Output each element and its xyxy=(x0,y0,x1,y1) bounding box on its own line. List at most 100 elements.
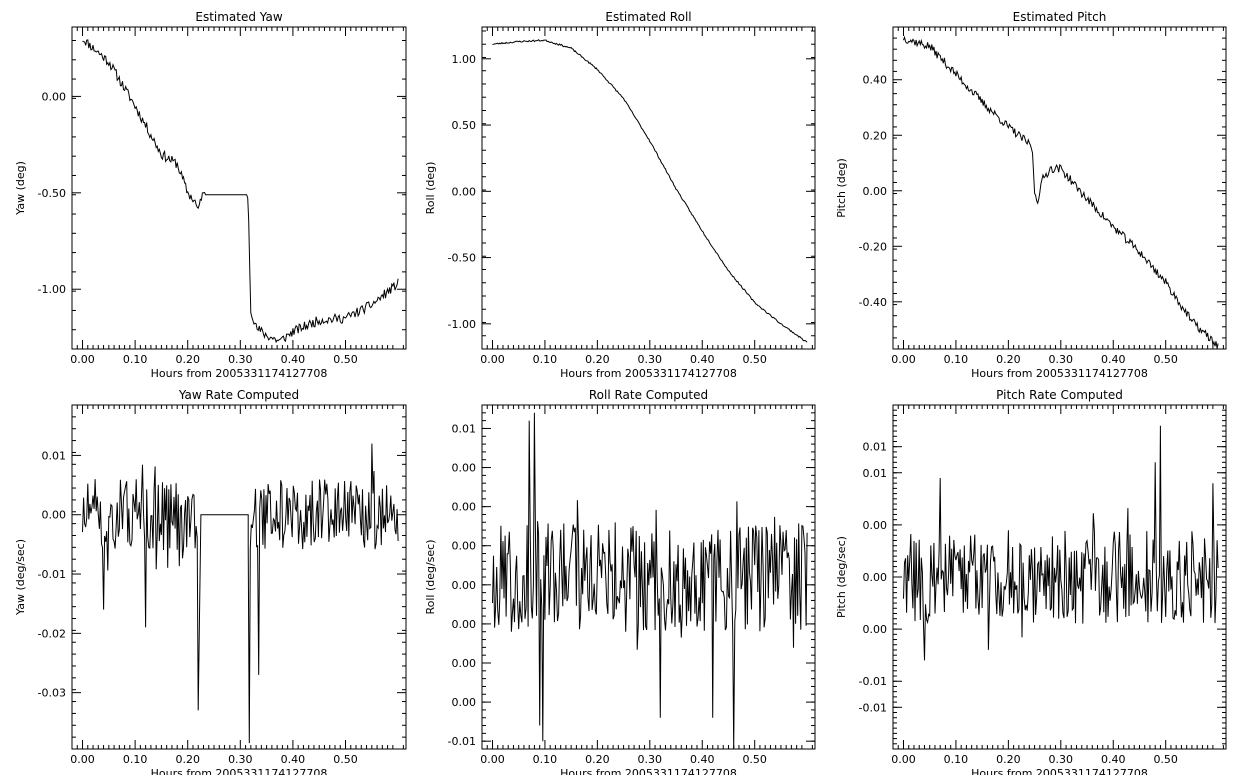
x-tick-label: 0.30 xyxy=(1049,353,1074,366)
x-tick-label: 0.00 xyxy=(70,353,95,366)
chart-title: Pitch Rate Computed xyxy=(996,388,1123,402)
y-tick-label: 0.01 xyxy=(452,422,477,435)
y-tick-label: 0.00 xyxy=(42,90,67,103)
y-axis-label: Pitch (deg) xyxy=(835,158,848,218)
plot-frame xyxy=(481,26,816,350)
chart-panel-5: Roll Rate Computed Hours from 20053311741… xyxy=(424,388,816,775)
chart-title: Yaw Rate Computed xyxy=(178,388,299,402)
y-tick-label: 1.00 xyxy=(452,53,477,66)
chart-title: Roll Rate Computed xyxy=(589,388,708,402)
chart-panel-4: Yaw Rate Computed Hours from 200533117412… xyxy=(14,388,407,775)
data-line xyxy=(903,425,1219,661)
chart-title: Estimated Yaw xyxy=(195,10,282,24)
x-tick-label: 0.40 xyxy=(690,353,715,366)
y-axis-label: Yaw (deg/sec) xyxy=(14,539,27,616)
y-tick-label: 0.01 xyxy=(863,467,888,480)
x-tick-label: 0.50 xyxy=(333,353,358,366)
x-tick-label: 0.10 xyxy=(944,753,969,766)
y-tick-label: 0.50 xyxy=(452,119,477,132)
x-axis-label: Hours from 2005331174127708 xyxy=(971,767,1148,775)
x-tick-label: 0.00 xyxy=(480,353,505,366)
y-tick-label: 0.01 xyxy=(863,441,888,454)
x-tick-label: 0.40 xyxy=(1101,753,1126,766)
y-tick-label: 0.00 xyxy=(863,519,888,532)
y-axis-label: Roll (deg/sec) xyxy=(424,539,437,614)
plot-frame xyxy=(892,26,1227,350)
y-tick-label: -1.00 xyxy=(448,318,476,331)
x-tick-label: 0.40 xyxy=(1101,353,1126,366)
x-tick-label: 0.10 xyxy=(533,353,558,366)
chart-panel-6: Pitch Rate Computed Hours from 2005331174… xyxy=(835,388,1227,775)
x-tick-label: 0.20 xyxy=(175,753,200,766)
data-line xyxy=(82,39,399,344)
y-tick-label: -0.03 xyxy=(38,687,66,700)
y-tick-label: -0.01 xyxy=(38,568,66,581)
y-tick-label: 0.40 xyxy=(863,74,888,87)
data-line xyxy=(903,35,1219,349)
x-tick-label: 0.10 xyxy=(123,753,148,766)
x-tick-label: 0.30 xyxy=(638,353,663,366)
x-tick-label: 0.00 xyxy=(480,753,505,766)
x-tick-label: 0.50 xyxy=(333,753,358,766)
y-tick-label: -1.00 xyxy=(38,283,66,296)
y-tick-label: 0.00 xyxy=(863,185,888,198)
y-tick-label: -0.01 xyxy=(448,735,476,748)
data-line xyxy=(492,39,808,343)
y-tick-label: 0.01 xyxy=(42,449,67,462)
y-tick-label: -0.01 xyxy=(859,675,887,688)
x-tick-label: 0.50 xyxy=(742,353,767,366)
x-tick-label: 0.30 xyxy=(228,353,253,366)
y-axis-label: Pitch (deg/sec) xyxy=(835,536,848,618)
x-tick-label: 0.00 xyxy=(891,353,916,366)
y-tick-label: 0.00 xyxy=(452,540,477,553)
plot-frame xyxy=(71,404,407,750)
x-tick-label: 0.50 xyxy=(742,753,767,766)
x-tick-label: 0.10 xyxy=(944,353,969,366)
x-tick-label: 0.40 xyxy=(281,353,306,366)
y-tick-label: -0.02 xyxy=(38,627,66,640)
x-tick-label: 0.40 xyxy=(281,753,306,766)
x-tick-label: 0.20 xyxy=(996,753,1021,766)
x-tick-label: 0.30 xyxy=(228,753,253,766)
chart-panel-2: Estimated Roll Hours from 200533117412770… xyxy=(424,10,816,380)
chart-title: Estimated Roll xyxy=(605,10,691,24)
x-tick-label: 0.00 xyxy=(70,753,95,766)
x-tick-label: 0.10 xyxy=(123,353,148,366)
y-tick-label: -0.50 xyxy=(38,187,66,200)
y-tick-label: -0.40 xyxy=(859,296,887,309)
x-tick-label: 0.00 xyxy=(891,753,916,766)
x-axis-label: Hours from 2005331174127708 xyxy=(560,767,737,775)
y-tick-label: 0.00 xyxy=(452,579,477,592)
x-tick-label: 0.20 xyxy=(175,353,200,366)
y-tick-label: -0.20 xyxy=(859,240,887,253)
y-tick-label: -0.01 xyxy=(859,701,887,714)
x-axis-label: Hours from 2005331174127708 xyxy=(560,367,737,380)
chart-panel-3: Estimated Pitch Hours from 20053311741277… xyxy=(835,10,1227,380)
x-tick-label: 0.50 xyxy=(1153,753,1178,766)
x-tick-label: 0.40 xyxy=(690,753,715,766)
y-tick-label: 0.00 xyxy=(42,509,67,522)
chart-panel-1: Estimated Yaw Hours from 2005331174127708… xyxy=(14,10,407,380)
y-tick-label: -0.50 xyxy=(448,252,476,265)
x-tick-label: 0.30 xyxy=(638,753,663,766)
x-tick-label: 0.30 xyxy=(1049,753,1074,766)
x-tick-label: 0.20 xyxy=(996,353,1021,366)
data-line xyxy=(492,412,808,750)
chart-title: Estimated Pitch xyxy=(1013,10,1107,24)
x-axis-label: Hours from 2005331174127708 xyxy=(151,367,328,380)
plot-frame xyxy=(71,26,407,350)
y-tick-label: 0.00 xyxy=(452,696,477,709)
x-tick-label: 0.50 xyxy=(1153,353,1178,366)
x-tick-label: 0.20 xyxy=(585,353,610,366)
data-line xyxy=(82,443,399,744)
y-tick-label: 0.00 xyxy=(452,462,477,475)
y-axis-label: Yaw (deg) xyxy=(14,161,27,216)
y-tick-label: 0.00 xyxy=(452,501,477,514)
y-tick-label: 0.00 xyxy=(863,623,888,636)
y-tick-label: 0.00 xyxy=(452,657,477,670)
y-tick-label: 0.00 xyxy=(452,185,477,198)
y-tick-label: 0.20 xyxy=(863,129,888,142)
x-tick-label: 0.10 xyxy=(533,753,558,766)
x-tick-label: 0.20 xyxy=(585,753,610,766)
